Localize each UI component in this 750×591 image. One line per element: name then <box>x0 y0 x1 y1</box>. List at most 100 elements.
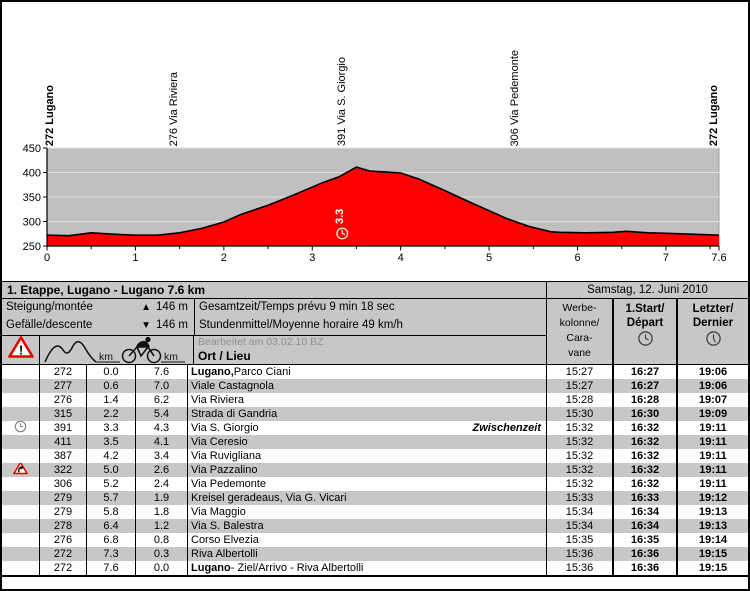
table-row: 272 7.3 0.3 Riva Albertolli 15:36 16:36 19:15 <box>2 547 748 561</box>
km-remaining-cell: 0.3 <box>136 547 188 561</box>
table-header-block: Steigung/montée ▲ 146 m Gesamtzeit/Temps… <box>2 299 748 365</box>
descent-row: Gefälle/descente ▼ 146 m Stundenmittel/M… <box>2 317 546 335</box>
km-remaining-cell: 4.3 <box>136 421 188 435</box>
table-title-row: 1. Etappe, Lugano - Lugano 7.6 km Samsta… <box>2 282 748 299</box>
km-cell: 6.4 <box>87 519 136 533</box>
place-cell: Via Pedemonte <box>188 477 547 491</box>
altitude-cell: 279 <box>40 505 87 519</box>
x-tick-label: 7.6 <box>711 252 726 264</box>
place-cell: Via Ruvigliana <box>188 449 547 463</box>
km-cell: 5.7 <box>87 491 136 505</box>
km-cell: 7.3 <box>87 547 136 561</box>
altitude-cell: 411 <box>40 435 87 449</box>
y-tick-label: 350 <box>23 192 41 204</box>
table-row: 279 5.7 1.9 Kreisel geradeaus, Via G. Vicar… <box>2 491 748 505</box>
km-cell: 3.3 <box>87 421 136 435</box>
caravan-time-cell: 15:28 <box>547 393 614 407</box>
km-remaining-cell: 0.8 <box>136 533 188 547</box>
table-row: 272 7.6 0.0 Lugano - Ziel/Arrivo - Riva Alb… <box>2 561 748 575</box>
place-name: Via Pazzalino <box>191 464 258 476</box>
place-cell: Via Riviera <box>188 393 547 407</box>
curve-warning-icon <box>13 463 28 477</box>
elevation-area <box>47 167 719 246</box>
place-cell: Lugano, Parco Ciani <box>188 365 547 379</box>
last-time-cell: 19:09 <box>698 408 728 420</box>
place-name: Strada di Gandria <box>191 408 278 420</box>
row-icon-cell <box>2 477 40 491</box>
avg-speed: Stundenmittel/Moyenne horaire 49 km/h <box>199 319 403 331</box>
climb-row: Steigung/montée ▲ 146 m Gesamtzeit/Temps… <box>2 299 546 317</box>
km-cell: 0.0 <box>87 365 136 379</box>
profile-chart-svg: 250 300 350 400 450 0 1 2 3 4 5 6 7 7.6 3.3 <box>23 143 727 264</box>
caravan-time-cell: 15:30 <box>547 407 614 421</box>
last-time-cell: 19:11 <box>699 478 727 490</box>
caravan-time-cell: 15:32 <box>547 477 614 491</box>
last-time-cell: 19:12 <box>698 492 728 504</box>
last-time-cell: 19:11 <box>699 422 727 434</box>
caravan-column-header: Werbe- kolonne/ Cara- vane <box>547 299 614 364</box>
km-remaining-cell: 0.0 <box>136 561 188 575</box>
down-arrow-icon: ▼ <box>141 320 152 331</box>
table-row: 306 5.2 2.4 Via Pedemonte 15:32 16:32 19:11 <box>2 477 748 491</box>
last-time-cell: 19:11 <box>699 464 727 476</box>
start-time-cell: 16:35 <box>614 533 678 547</box>
cyclist-icon <box>121 336 162 364</box>
clock-icon <box>705 331 722 350</box>
legend-row: ! km <box>2 335 546 365</box>
stage-title: 1. Etappe, Lugano - Lugano 7.6 km <box>2 282 547 298</box>
place-cell: Kreisel geradeaus, Via G. Vicari <box>188 491 547 505</box>
place-name: Viale Castagnola <box>191 380 274 392</box>
last-time-cell: 19:11 <box>699 436 727 448</box>
table-row: 276 1.4 6.2 Via Riviera 15:28 16:28 19:07 <box>2 393 748 407</box>
row-icon-cell <box>2 365 40 379</box>
caravan-time-cell: 15:33 <box>547 491 614 505</box>
km-cell: 3.5 <box>87 435 136 449</box>
descent-label: Gefälle/descente <box>6 319 93 331</box>
x-tick-label: 7 <box>663 252 669 264</box>
start-time-cell: 16:36 <box>614 561 678 575</box>
row-icon-cell <box>2 449 40 463</box>
place-cell: Viale Castagnola <box>188 379 547 393</box>
caravan-time-cell: 15:34 <box>547 519 614 533</box>
altitude-cell: 315 <box>40 407 87 421</box>
km-remaining-cell: 1.9 <box>136 491 188 505</box>
place-name-bold: Lugano <box>191 562 231 574</box>
altitude-cell: 278 <box>40 519 87 533</box>
altitude-cell: 272 <box>40 365 87 379</box>
place-name-bold: Lugano, <box>191 366 234 378</box>
place-cell: Corso Elvezia <box>188 533 547 547</box>
route-table: 1. Etappe, Lugano - Lugano 7.6 km Samsta… <box>2 281 748 577</box>
stage-date: Samstag, 12. Juni 2010 <box>587 284 708 296</box>
y-tick-label: 400 <box>23 168 41 180</box>
x-tick-label: 1 <box>132 252 138 264</box>
row-icon-cell <box>2 491 40 505</box>
place-name: Via Pedemonte <box>191 478 267 490</box>
km-cell: 0.6 <box>87 379 136 393</box>
km-cell: 7.6 <box>87 561 136 575</box>
clock-icon <box>336 227 349 240</box>
last-time-cell: 19:13 <box>698 520 728 532</box>
start-time-cell: 16:27 <box>614 365 678 379</box>
x-tick-label: 2 <box>221 252 227 264</box>
km-remaining-cell: 7.0 <box>136 379 188 393</box>
altitude-cell: 391 <box>40 421 87 435</box>
caravan-time-cell: 15:34 <box>547 505 614 519</box>
start-column-header: 1.Start/ Départ <box>614 299 678 364</box>
place-name: Via Maggio <box>191 506 246 518</box>
intermediate-time-note: Zwischenzeit <box>472 422 541 434</box>
altitude-cell: 276 <box>40 533 87 547</box>
table-row: 315 2.2 5.4 Strada di Gandria 15:30 16:30 19:0… <box>2 407 748 421</box>
place-cell: Via S. Giorgio Zwischenzeit <box>188 421 547 435</box>
caravan-time-cell: 15:32 <box>547 449 614 463</box>
place-name: Corso Elvezia <box>191 534 259 546</box>
table-row: 276 6.8 0.8 Corso Elvezia 15:35 16:35 19:14 <box>2 533 748 547</box>
svg-text:!: ! <box>18 343 22 358</box>
caravan-time-cell: 15:35 <box>547 533 614 547</box>
caravan-time-cell: 15:32 <box>547 463 614 477</box>
row-icon-cell <box>2 393 40 407</box>
place-name: Parco Ciani <box>233 366 291 378</box>
row-icon-cell <box>2 505 40 519</box>
km-remaining-cell: 2.6 <box>136 463 188 477</box>
start-time-cell: 16:32 <box>614 463 678 477</box>
